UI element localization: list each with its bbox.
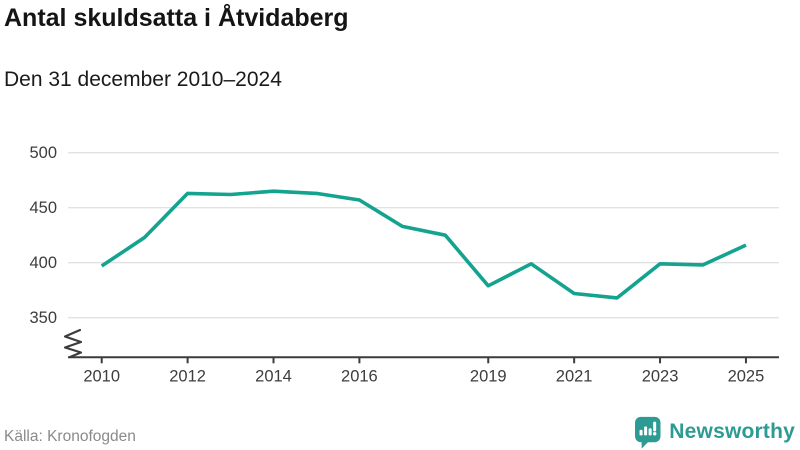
- x-tick-label: 2010: [83, 367, 120, 385]
- source-note: Källa: Kronofogden: [4, 428, 136, 445]
- x-tick-label: 2019: [470, 367, 507, 385]
- chart-subtitle: Den 31 december 2010–2024: [4, 68, 282, 91]
- newsworthy-logo[interactable]: Newsworthy: [633, 415, 795, 449]
- x-tick-label: 2014: [255, 367, 292, 385]
- newsworthy-logo-text: Newsworthy: [669, 420, 795, 443]
- x-tick-label: 2021: [556, 367, 593, 385]
- y-tick-label: 500: [29, 144, 57, 162]
- axis-break-icon: [63, 328, 83, 359]
- x-tick-label: 2012: [169, 367, 206, 385]
- data-line: [100, 189, 747, 300]
- x-tick-label: 2016: [341, 367, 378, 385]
- y-tick-label: 350: [29, 309, 57, 327]
- x-tick-label: 2023: [642, 367, 679, 385]
- chart-svg: 350 400 450 500 2010 2012 2014 2016 2019 2021 2023…: [29, 144, 779, 385]
- chart-title: Antal skuldsatta i Åtvidaberg: [4, 4, 349, 32]
- bar-chart-speech-bubble-icon: [635, 416, 661, 449]
- y-tick-label: 450: [29, 199, 57, 217]
- x-tick-label: 2025: [728, 367, 765, 385]
- y-tick-label: 400: [29, 254, 57, 272]
